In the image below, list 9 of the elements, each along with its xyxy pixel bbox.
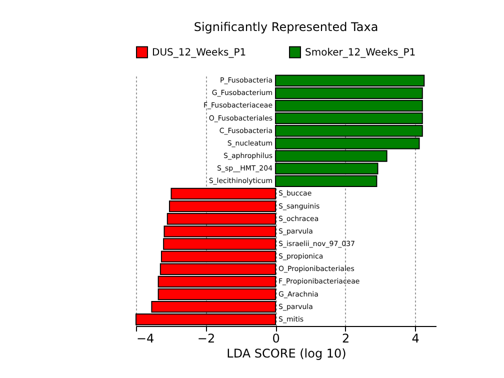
x-tick-label: 4 (412, 332, 420, 346)
chart-title: Significantly Represented Taxa (194, 20, 378, 34)
x-axis-title: LDA SCORE (log 10) (226, 346, 346, 360)
legend-label: DUS_12_Weeks_P1 (152, 47, 246, 58)
x-tick-label: −4 (136, 332, 154, 346)
legend-label: Smoker_12_Weeks_P1 (305, 47, 416, 58)
x-tick-label: 0 (272, 332, 280, 346)
x-tick-label: −2 (197, 332, 216, 346)
x-tick-label: 2 (342, 332, 350, 346)
